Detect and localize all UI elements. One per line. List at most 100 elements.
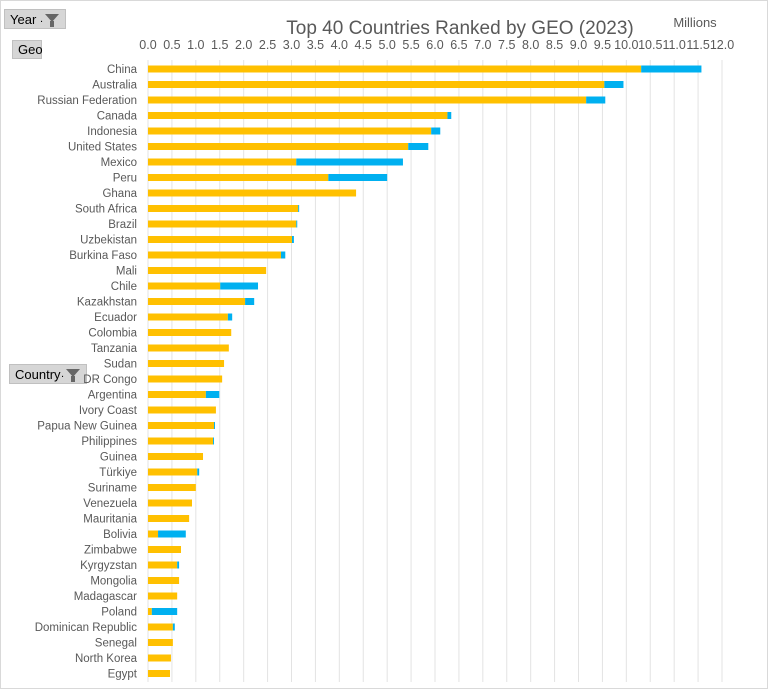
x-tick-label: 3.0 bbox=[283, 38, 300, 52]
bar-series2 bbox=[447, 112, 452, 119]
bar-series1 bbox=[148, 406, 216, 414]
category-label: DR Congo bbox=[83, 374, 137, 386]
bar-series1 bbox=[148, 623, 173, 631]
bar-series1 bbox=[148, 670, 171, 677]
x-tick-label: 6.0 bbox=[426, 38, 443, 52]
category-label: Peru bbox=[113, 173, 137, 185]
bar-series2 bbox=[586, 96, 606, 104]
bar-series1 bbox=[148, 220, 297, 228]
x-tick-label: 1.5 bbox=[211, 38, 228, 52]
bar-series2 bbox=[158, 530, 186, 538]
category-label: Türkiye bbox=[99, 467, 137, 479]
bar-series1 bbox=[148, 267, 267, 274]
bar-series1 bbox=[148, 112, 448, 119]
category-label: Russian Federation bbox=[37, 95, 137, 107]
category-label: Papua New Guinea bbox=[37, 421, 137, 433]
x-tick-label: 8.5 bbox=[546, 38, 563, 52]
bar-series1 bbox=[148, 236, 292, 243]
category-label: Zimbabwe bbox=[84, 545, 137, 557]
bar-series1 bbox=[148, 205, 299, 212]
bar-series2 bbox=[291, 236, 294, 243]
x-tick-label: 4.5 bbox=[355, 38, 372, 52]
bar-series2 bbox=[213, 437, 215, 445]
bar-series1 bbox=[148, 546, 182, 553]
filter-funnel-icon bbox=[66, 369, 80, 382]
bar-series1 bbox=[148, 313, 228, 321]
bar-series2 bbox=[296, 220, 298, 228]
x-tick-label: 11.5 bbox=[686, 38, 709, 52]
bar-series1 bbox=[148, 174, 329, 181]
category-label: Poland bbox=[101, 607, 137, 619]
bar-series1 bbox=[148, 654, 171, 662]
year-filter-button[interactable]: Year . bbox=[4, 9, 66, 29]
bar-series2 bbox=[328, 174, 388, 181]
x-tick-label: 7.0 bbox=[474, 38, 491, 52]
bar-series1 bbox=[148, 437, 214, 445]
x-tick-label: 3.5 bbox=[307, 38, 324, 52]
bar-series1 bbox=[148, 127, 432, 135]
bar-series1 bbox=[148, 189, 357, 197]
category-label: Argentina bbox=[88, 390, 138, 402]
x-tick-label: 10.5 bbox=[638, 38, 662, 52]
bar-series1 bbox=[148, 577, 180, 584]
bar-series1 bbox=[148, 282, 221, 290]
bar-series1 bbox=[148, 468, 198, 476]
bar-series1 bbox=[148, 561, 178, 569]
bar-series2 bbox=[641, 65, 702, 73]
bar-series2 bbox=[280, 251, 286, 259]
bar-series1 bbox=[148, 344, 229, 352]
x-tick-label: 10.0 bbox=[614, 38, 638, 52]
category-label: Madagascar bbox=[74, 591, 137, 603]
category-label: Egypt bbox=[108, 669, 138, 681]
category-label: Mexico bbox=[101, 157, 137, 169]
x-tick-label: 5.0 bbox=[378, 38, 395, 52]
filter-active-dot: . bbox=[60, 368, 64, 380]
category-label: Brazil bbox=[108, 219, 137, 231]
x-tick-label: 9.5 bbox=[594, 38, 611, 52]
category-label: China bbox=[107, 64, 138, 76]
country-filter-button[interactable]: Country . bbox=[9, 364, 87, 384]
x-tick-label: 11.0 bbox=[662, 38, 685, 52]
bar-series2 bbox=[298, 205, 300, 212]
category-label: Mauritania bbox=[83, 514, 137, 526]
category-label: South Africa bbox=[75, 204, 138, 216]
bar-series2 bbox=[245, 298, 255, 305]
x-tick-label: 2.0 bbox=[235, 38, 252, 52]
category-label: Kyrgyzstan bbox=[80, 560, 137, 572]
category-label: Mongolia bbox=[90, 576, 137, 588]
category-label: Tanzania bbox=[91, 343, 138, 355]
x-tick-label: 1.0 bbox=[187, 38, 204, 52]
geo-field-button[interactable]: Geo bbox=[12, 40, 43, 59]
x-tick-label: 2.5 bbox=[259, 38, 276, 52]
category-label: Indonesia bbox=[87, 126, 137, 138]
category-label: Colombia bbox=[88, 328, 137, 340]
x-tick-label: 7.5 bbox=[498, 38, 515, 52]
x-tick-label: 0.5 bbox=[163, 38, 180, 52]
unit-label: Millions bbox=[673, 15, 717, 30]
bar-series2 bbox=[172, 623, 175, 631]
category-label: Burkina Faso bbox=[69, 250, 137, 262]
year-filter-label: Year bbox=[10, 11, 37, 27]
category-label: Ivory Coast bbox=[79, 405, 138, 417]
category-label: Mali bbox=[116, 266, 137, 278]
bar-series1 bbox=[148, 592, 178, 600]
bar-series1 bbox=[148, 515, 190, 522]
category-label: Venezuela bbox=[83, 498, 137, 510]
category-label: Chile bbox=[111, 281, 137, 293]
category-label: Australia bbox=[92, 80, 137, 92]
bar-series2 bbox=[197, 468, 200, 476]
bar-series1 bbox=[148, 298, 246, 305]
bar-series1 bbox=[148, 608, 152, 615]
category-label: Suriname bbox=[88, 483, 137, 495]
bar-series1 bbox=[148, 375, 223, 383]
category-label: Sudan bbox=[104, 359, 137, 371]
x-tick-label: 5.5 bbox=[402, 38, 419, 52]
bar-series1 bbox=[148, 96, 587, 104]
category-label: Dominican Republic bbox=[35, 622, 138, 634]
x-tick-label: 0.0 bbox=[139, 38, 156, 52]
x-tick-label: 6.5 bbox=[450, 38, 467, 52]
filter-active-dot: . bbox=[39, 13, 43, 25]
category-label: United States bbox=[68, 142, 137, 154]
bar-series2 bbox=[296, 158, 403, 166]
